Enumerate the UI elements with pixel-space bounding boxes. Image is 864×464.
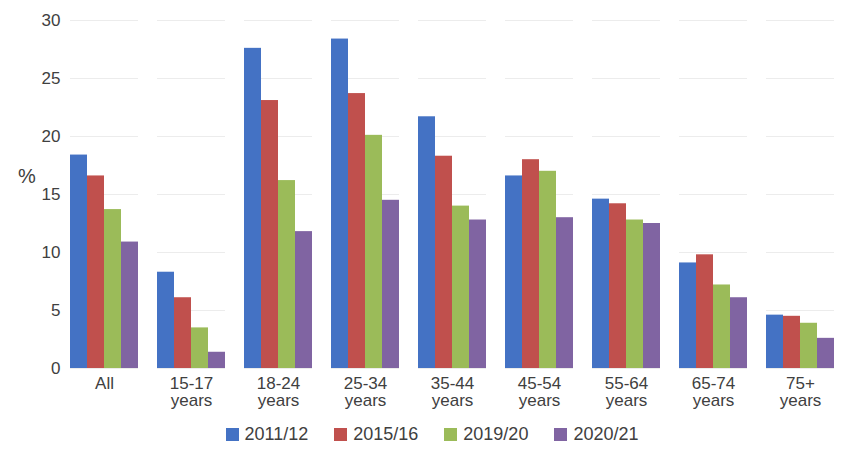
svg-text:15-17years: 15-17years <box>170 374 213 410</box>
svg-text:20: 20 <box>42 127 61 146</box>
html-text:2011/12: 2011/12 <box>244 424 309 444</box>
svg-text:10: 10 <box>42 243 61 262</box>
html-text:2019/20: 2019/20 <box>463 424 529 444</box>
svg-text:5: 5 <box>51 301 60 320</box>
svg-text:65-74years: 65-74years <box>692 374 735 410</box>
html-text:2015/16: 2015/16 <box>353 424 419 444</box>
svg-text:30: 30 <box>42 11 61 30</box>
svg-text:0: 0 <box>51 359 60 378</box>
svg-text:35-44years: 35-44years <box>431 374 474 410</box>
svg-text:15: 15 <box>42 185 61 204</box>
svg-text:45-54years: 45-54years <box>518 374 561 410</box>
svg-text:25: 25 <box>42 69 61 88</box>
svg-text:55-64years: 55-64years <box>605 374 648 410</box>
svg-text:18-24years: 18-24years <box>257 374 300 410</box>
html-text:2020/21: 2020/21 <box>573 424 639 444</box>
svg-text:All: All <box>95 374 114 393</box>
svg-text:25-34years: 25-34years <box>344 374 387 410</box>
svg-text:75+years: 75+years <box>780 374 822 410</box>
